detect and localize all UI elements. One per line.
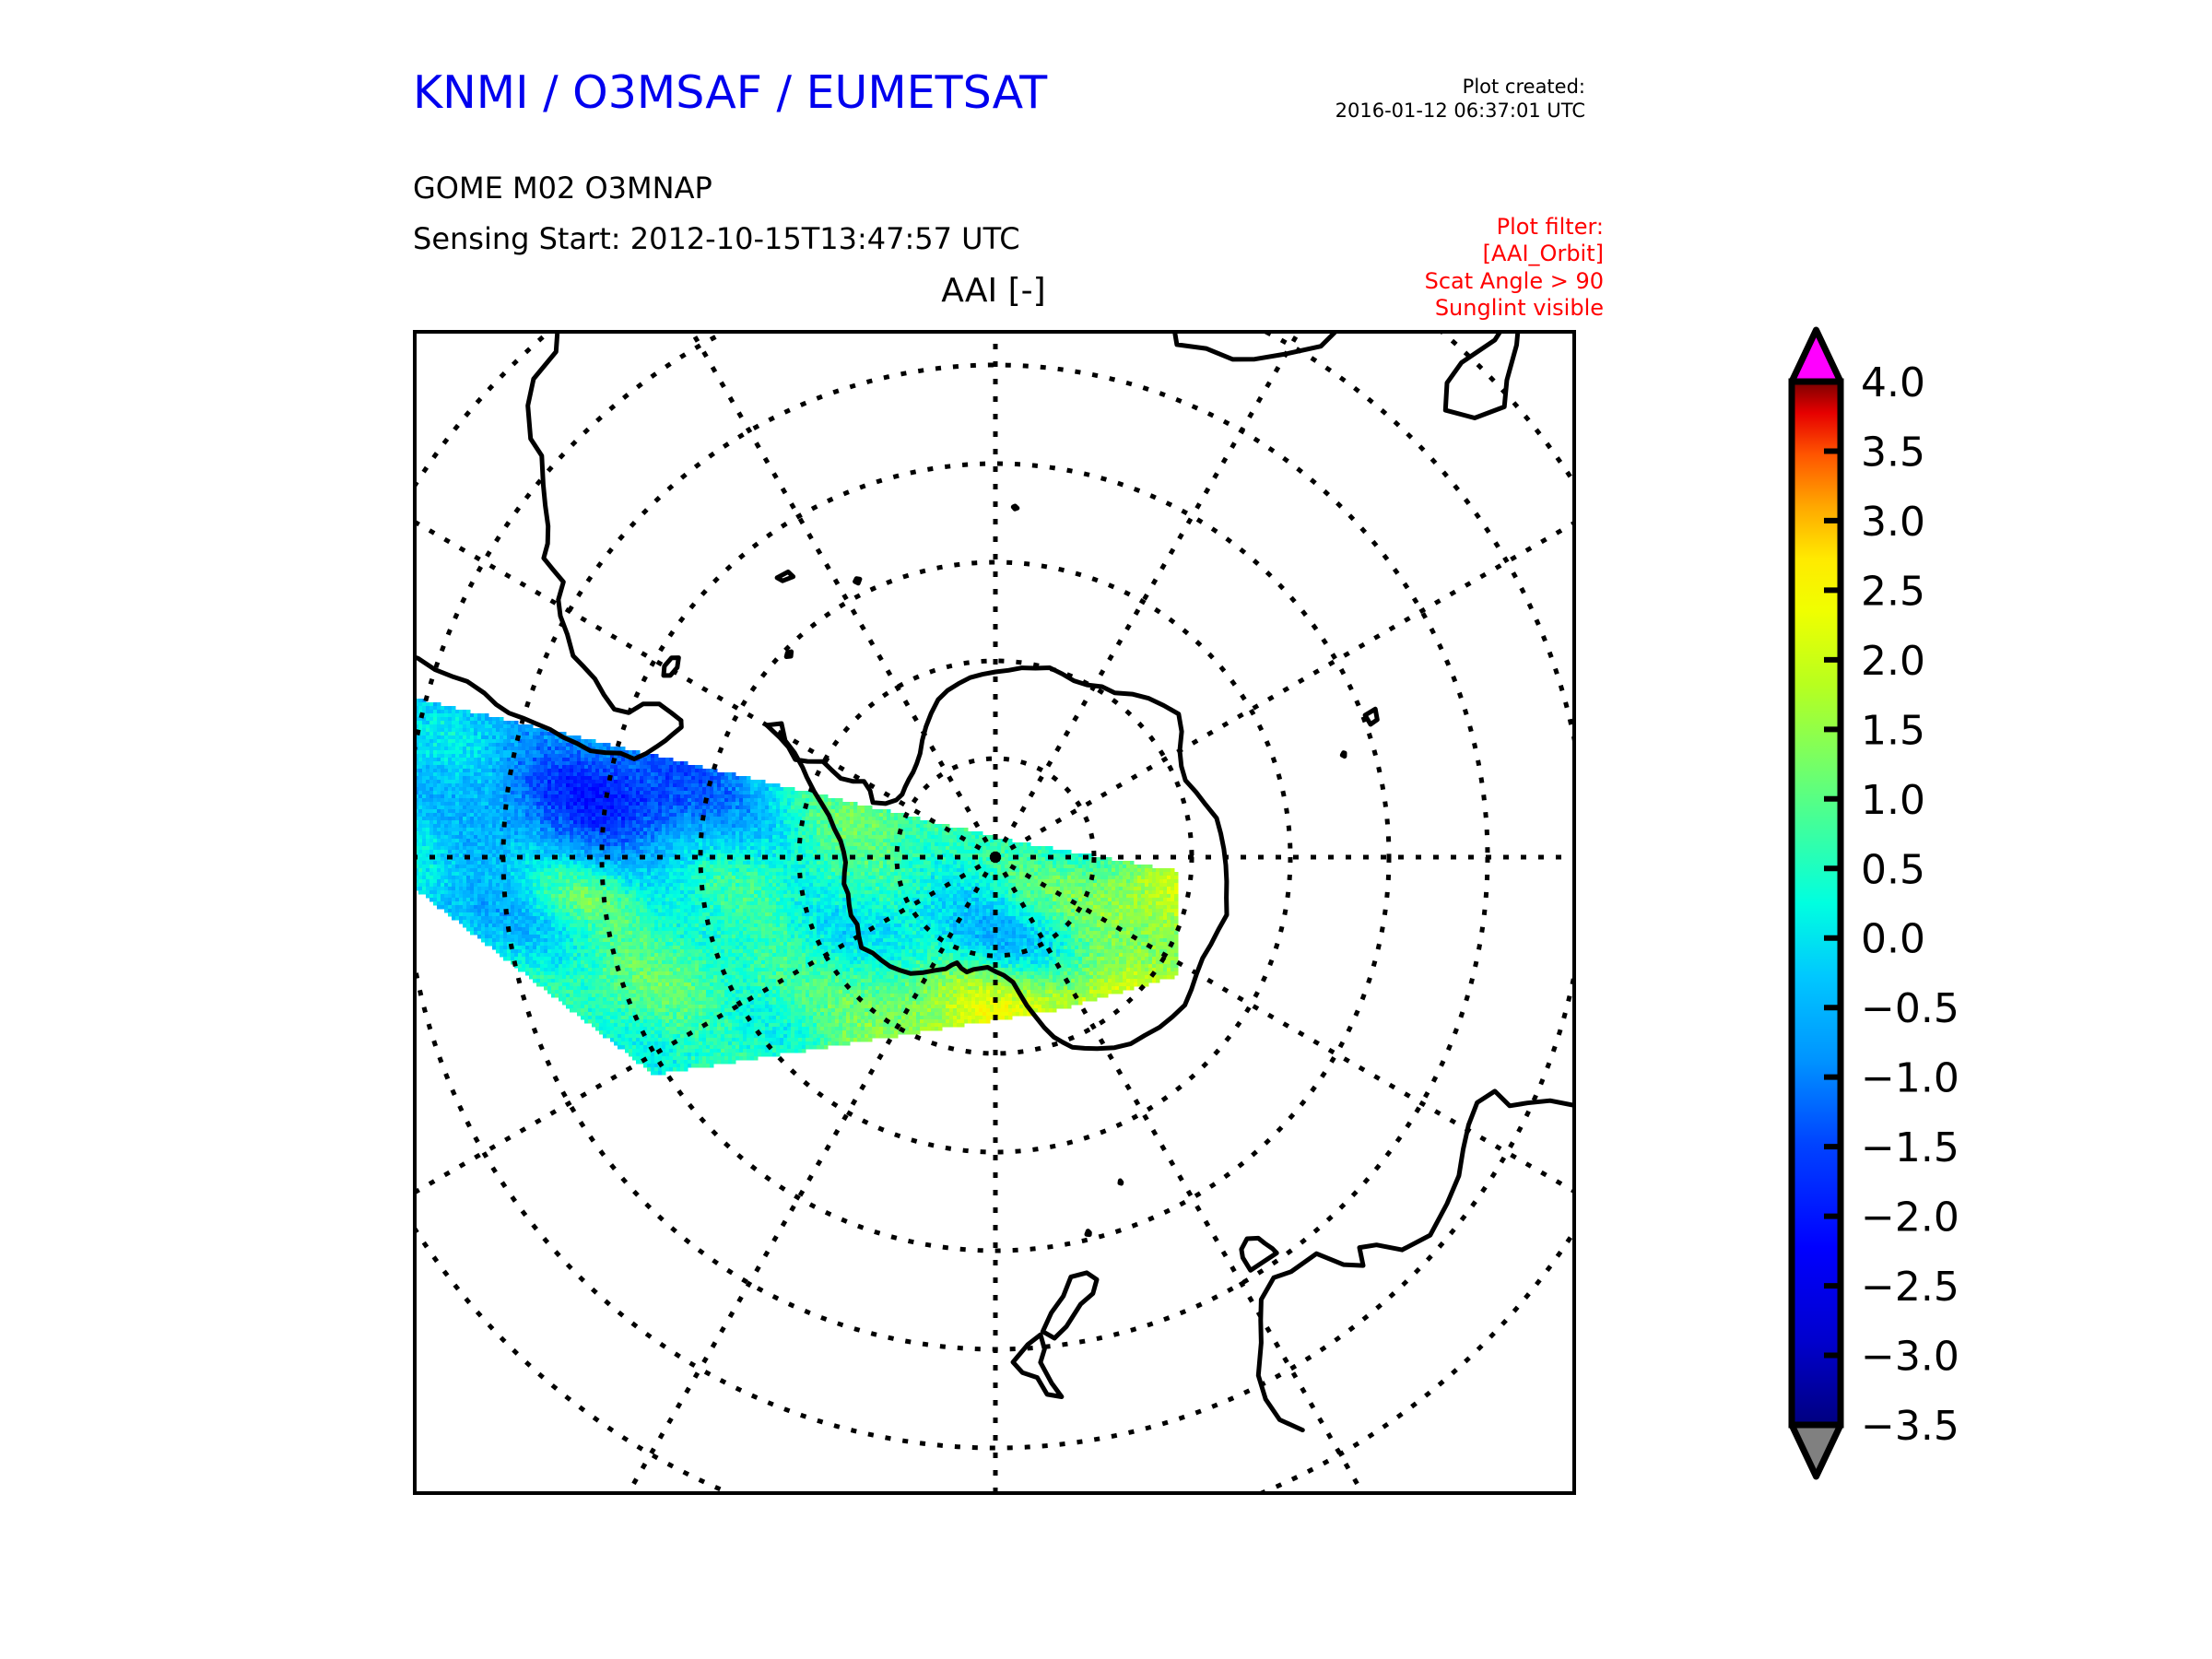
coastline-path bbox=[1239, 1235, 1279, 1273]
latitude-circle bbox=[894, 756, 1097, 959]
coastline-path bbox=[1442, 332, 1521, 420]
plot-filter-line-3: Sunglint visible bbox=[1434, 294, 1604, 321]
colorbar-panel: 4.0 3.5 3.0 2.5 2.0 1.5 1.0 0.5 0.0 −0.5 −1.0 −1.5 −… bbox=[1783, 323, 2180, 1507]
coastline-path bbox=[774, 569, 796, 583]
colorbar-tick-labels: 4.0 3.5 3.0 2.5 2.0 1.5 1.0 0.5 0.0 −0.5 −1.0 −1.5 −… bbox=[1861, 359, 1959, 1450]
colorbar-tick-label: 1.5 bbox=[1861, 707, 1925, 754]
colorbar-ticks bbox=[1824, 379, 1841, 1428]
meridian-line bbox=[625, 855, 998, 1493]
map-svg bbox=[413, 330, 1576, 1495]
colorbar-outline bbox=[1788, 378, 1844, 1429]
colorbar-tick-label: −3.5 bbox=[1861, 1403, 1959, 1450]
meridian-line bbox=[689, 332, 998, 859]
colorbar-tick-label: 1.0 bbox=[1861, 777, 1925, 824]
plot-filter-line-0: Plot filter: bbox=[1496, 214, 1604, 240]
latitude-circle bbox=[599, 461, 1392, 1253]
coastline-path bbox=[1362, 706, 1380, 727]
coastline-path bbox=[1255, 1088, 1574, 1433]
colorbar-body bbox=[1788, 326, 1844, 1480]
plot-title: AAI [-] bbox=[941, 272, 1046, 310]
colorbar-tick-label: −3.0 bbox=[1861, 1334, 1959, 1381]
colorbar-tick-label: 0.5 bbox=[1861, 846, 1925, 893]
colorbar-tick-label: 2.5 bbox=[1861, 568, 1925, 615]
coastlines bbox=[415, 332, 1574, 1433]
meridian-line bbox=[993, 855, 1366, 1493]
coastline-path bbox=[1084, 1229, 1092, 1238]
coastline-path bbox=[415, 654, 684, 761]
coastline-path bbox=[1339, 750, 1347, 759]
plot-filter-line-2: Scat Angle > 90 bbox=[1424, 267, 1604, 294]
coastline-path bbox=[783, 649, 794, 659]
meridian-line bbox=[994, 520, 1574, 860]
plot-created-label: Plot created: bbox=[1462, 76, 1585, 98]
plot-created-block: Plot created: 2016-01-12 06:37:01 UTC bbox=[1272, 76, 1585, 123]
instrument-line: GOME M02 O3MNAP bbox=[413, 171, 712, 206]
coastline-path bbox=[1117, 1178, 1124, 1186]
colorbar-tick-label: 4.0 bbox=[1861, 359, 1925, 406]
colorbar-over-range-arrow bbox=[1788, 326, 1844, 385]
coastline-path bbox=[1172, 332, 1339, 362]
plot-created-time: 2016-01-12 06:37:01 UTC bbox=[1335, 99, 1585, 122]
colorbar-tick-label: −1.0 bbox=[1861, 1055, 1959, 1102]
map-frame bbox=[413, 330, 1576, 1495]
colorbar-tick-label: 0.0 bbox=[1861, 916, 1925, 963]
plot-filter-line-1: [AAI_Orbit] bbox=[1482, 241, 1604, 267]
meridian-line bbox=[415, 854, 997, 1195]
meridian-line bbox=[415, 519, 997, 860]
meridian-line bbox=[993, 332, 1301, 859]
coastline-path bbox=[1040, 1270, 1100, 1341]
colorbar-tick-label: −0.5 bbox=[1861, 985, 1959, 1032]
coastline-path bbox=[1010, 1332, 1065, 1399]
coastline-path bbox=[661, 655, 681, 678]
colorbar-tick-label: 3.0 bbox=[1861, 499, 1925, 546]
colorbar-tick-label: −2.0 bbox=[1861, 1194, 1959, 1241]
colorbar-tick-label: 2.0 bbox=[1861, 638, 1925, 685]
latitude-circle bbox=[698, 559, 1293, 1155]
colorbar-tick-label: −2.5 bbox=[1861, 1264, 1959, 1311]
colorbar-svg: 4.0 3.5 3.0 2.5 2.0 1.5 1.0 0.5 0.0 −0.5 −1.0 −1.5 −… bbox=[1788, 326, 1959, 1480]
plot-filter-block: Plot filter: [AAI_Orbit] Scat Angle > 90… bbox=[1263, 214, 1604, 322]
coastline-path bbox=[764, 665, 1230, 1052]
sensing-start-line: Sensing Start: 2012-10-15T13:47:57 UTC bbox=[413, 221, 1020, 256]
colorbar-tick-label: 3.5 bbox=[1861, 429, 1925, 476]
map-panel bbox=[413, 330, 1576, 1495]
colorbar-gradient bbox=[1792, 382, 1841, 1425]
coastline-path bbox=[525, 332, 684, 724]
colorbar-under-range-arrow bbox=[1788, 1421, 1844, 1480]
organisation-title: KNMI / O3MSAF / EUMETSAT bbox=[413, 66, 1048, 119]
coastline-path bbox=[853, 576, 863, 586]
coastline-path bbox=[1010, 503, 1020, 512]
colorbar-tick-label: −1.5 bbox=[1861, 1124, 1959, 1171]
